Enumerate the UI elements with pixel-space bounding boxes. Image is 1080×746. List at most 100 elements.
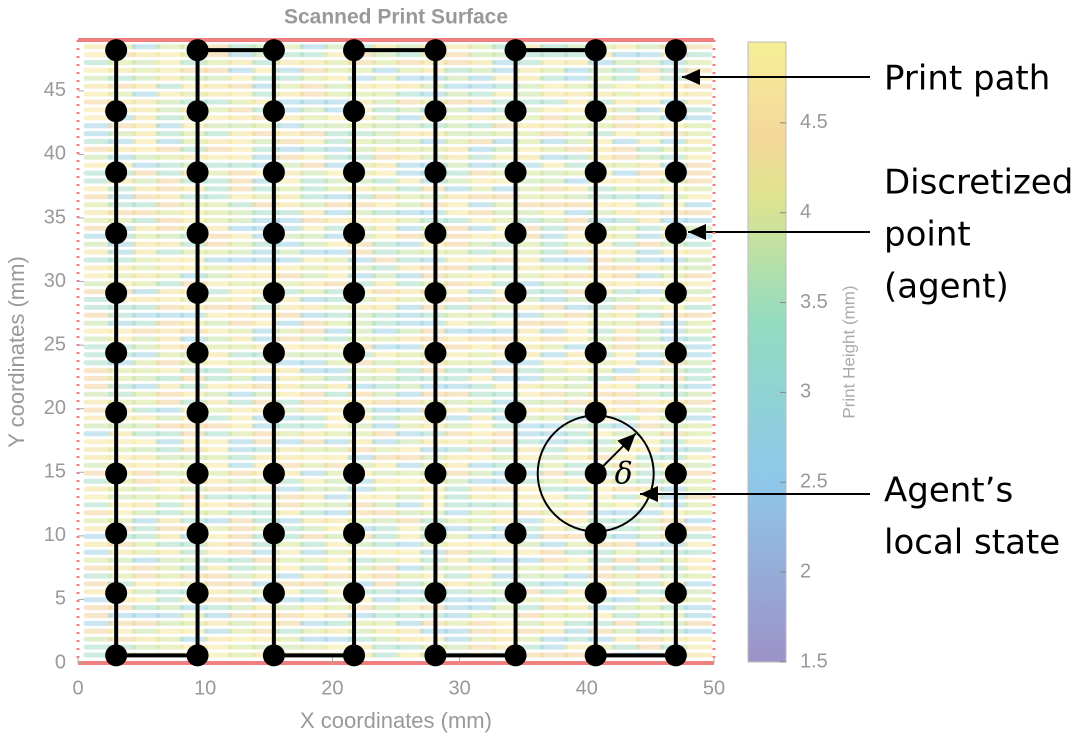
discretized-point [424,401,447,424]
discretized-point [584,644,607,667]
discretized-point [664,161,687,184]
discretized-point [105,161,128,184]
annotation: Agent’s [884,471,1013,511]
y-tick-label: 35 [44,206,66,228]
discretized-point [105,222,128,245]
discretized-point [343,644,366,667]
discretized-point [186,282,209,305]
annotation: local state [884,523,1060,563]
discretized-point [424,522,447,545]
discretized-point [262,644,285,667]
discretized-point [186,462,209,485]
discretized-point [343,582,366,605]
discretized-point [504,39,527,62]
discretized-point [504,401,527,424]
discretized-point [424,582,447,605]
discretized-point [424,341,447,364]
discretized-point [262,462,285,485]
discretized-point [262,161,285,184]
x-axis-label: X coordinates (mm) [300,708,492,733]
colorbar-tick-label: 3 [800,381,811,403]
discretized-point [504,522,527,545]
discretized-point [105,39,128,62]
discretized-point [262,282,285,305]
annotations: Print path Discretized point (agent) Agent’s… [884,59,1073,563]
discretized-point [584,282,607,305]
y-tick-label: 5 [55,588,66,610]
discretized-point [105,401,128,424]
discretized-point [504,161,527,184]
discretized-point [664,522,687,545]
discretized-point [504,222,527,245]
surface-scan [83,44,713,658]
discretized-point [262,100,285,123]
y-tick-label: 0 [55,651,66,673]
discretized-point [664,100,687,123]
colorbar [747,41,787,663]
discretized-point [186,582,209,605]
discretized-point [105,100,128,123]
annotation: (agent) [884,267,1009,307]
discretized-point [504,462,527,485]
discretized-point [105,462,128,485]
discretized-point [584,582,607,605]
y-tick-label: 25 [44,333,66,355]
discretized-point [664,341,687,364]
discretized-point [664,582,687,605]
colorbar-tick-label: 4 [800,201,811,223]
discretized-point [584,341,607,364]
discretized-point [664,401,687,424]
discretized-point [584,100,607,123]
discretized-point [424,161,447,184]
discretized-point [664,39,687,62]
discretized-point [262,401,285,424]
discretized-point [584,39,607,62]
local-state-circle [536,414,655,533]
x-tick-label: 40 [576,677,598,699]
discretized-point [504,341,527,364]
colorbar-tick-label: 4.5 [800,111,828,133]
discretized-point [186,401,209,424]
discretized-point [424,462,447,485]
colorbar-tick-label: 1.5 [800,650,828,672]
discretized-point [343,462,366,485]
y-tick-label: 30 [44,270,66,292]
print-path [114,48,678,658]
y-tick-label: 20 [44,397,66,419]
discretized-point [262,522,285,545]
discretized-point [664,222,687,245]
discretized-point [343,222,366,245]
x-tick-label: 10 [194,677,216,699]
discretized-point [424,39,447,62]
discretized-point [186,522,209,545]
discretized-point [186,100,209,123]
colorbar-tick-label: 3.5 [800,291,828,313]
x-tick-label: 50 [703,677,725,699]
colorbar-label: Print Height (mm) [839,285,858,418]
y-axis-label: Y coordinates (mm) [4,256,29,448]
colorbar-tick-label: 2 [800,560,811,582]
annotation: Discretized [884,163,1073,203]
discretized-point [186,161,209,184]
discretized-point [584,522,607,545]
delta-arrow [594,432,637,475]
discretized-point [186,644,209,667]
discretized-point [504,582,527,605]
discretized-point [105,644,128,667]
discretized-point [343,282,366,305]
discretized-point [584,161,607,184]
discretized-point [105,282,128,305]
y-tick-label: 15 [44,461,66,483]
discretized-point [664,644,687,667]
discretized-point [262,341,285,364]
discretized-point [343,522,366,545]
y-tick-label: 10 [44,524,66,546]
discretized-point [105,522,128,545]
annotation: point [884,215,971,255]
discretized-point [343,401,366,424]
colorbar-tick-label: 2.5 [800,471,828,493]
discretized-point [424,222,447,245]
x-tick-label: 30 [448,677,470,699]
discretized-point [262,39,285,62]
